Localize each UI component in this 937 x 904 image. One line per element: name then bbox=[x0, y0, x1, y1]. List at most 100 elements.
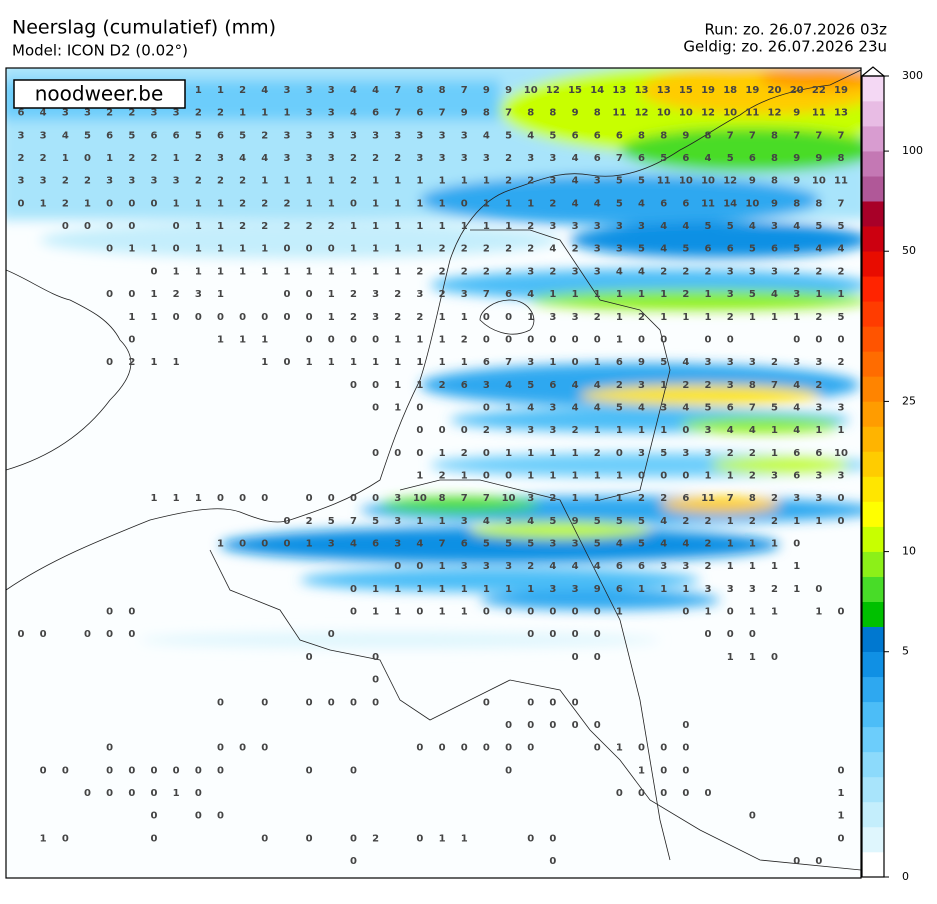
grid-value: 5 bbox=[372, 516, 379, 527]
grid-value: 7 bbox=[461, 493, 468, 504]
grid-value: 3 bbox=[394, 493, 401, 504]
grid-value: 0 bbox=[173, 765, 180, 776]
grid-value: 0 bbox=[150, 765, 157, 776]
grid-value: 0 bbox=[394, 448, 401, 459]
grid-value: 2 bbox=[505, 153, 512, 164]
grid-value: 1 bbox=[350, 221, 357, 232]
grid-value: 2 bbox=[727, 448, 734, 459]
grid-value: 9 bbox=[594, 584, 601, 595]
grid-value: 1 bbox=[195, 221, 202, 232]
grid-value: 0 bbox=[239, 312, 246, 323]
grid-value: 0 bbox=[128, 221, 135, 232]
grid-value: 0 bbox=[594, 743, 601, 754]
grid-value: 2 bbox=[239, 221, 246, 232]
colorbar-band bbox=[862, 576, 884, 602]
grid-value: 6 bbox=[18, 108, 25, 119]
title: Neerslag (cumulatief) (mm) bbox=[12, 17, 276, 39]
grid-value: 0 bbox=[84, 221, 91, 232]
grid-value: 1 bbox=[328, 289, 335, 300]
grid-value: 1 bbox=[106, 153, 113, 164]
grid-value: 0 bbox=[483, 697, 490, 708]
grid-value: 0 bbox=[106, 629, 113, 640]
grid-value: 11 bbox=[812, 108, 826, 119]
colorbar: 0 5 10 25 50 100 300 bbox=[860, 66, 923, 883]
grid-value: 4 bbox=[616, 539, 623, 550]
grid-value: 1 bbox=[150, 493, 157, 504]
grid-value: 3 bbox=[638, 380, 645, 391]
grid-value: 3 bbox=[527, 266, 534, 277]
grid-value: 1 bbox=[372, 176, 379, 187]
grid-value: 11 bbox=[612, 108, 626, 119]
grid-value: 1 bbox=[306, 266, 313, 277]
grid-value: 5 bbox=[682, 244, 689, 255]
grid-value: 1 bbox=[749, 312, 756, 323]
grid-value: 1 bbox=[239, 334, 246, 345]
grid-value: 1 bbox=[261, 176, 268, 187]
grid-value: 1 bbox=[372, 198, 379, 209]
grid-value: 0 bbox=[527, 607, 534, 618]
grid-value: 3 bbox=[660, 402, 667, 413]
grid-value: 1 bbox=[350, 357, 357, 368]
colorbar-tick-label: 25 bbox=[902, 394, 916, 407]
grid-value: 4 bbox=[638, 266, 645, 277]
grid-value: 1 bbox=[372, 357, 379, 368]
grid-value: 0 bbox=[838, 833, 845, 844]
grid-value: 20 bbox=[790, 85, 804, 96]
grid-value: 1 bbox=[727, 561, 734, 572]
grid-value: 0 bbox=[838, 765, 845, 776]
grid-value: 0 bbox=[572, 357, 579, 368]
grid-value: 1 bbox=[771, 425, 778, 436]
grid-value: 19 bbox=[834, 85, 848, 96]
grid-value: 2 bbox=[594, 312, 601, 323]
grid-value: 1 bbox=[306, 357, 313, 368]
grid-value: 0 bbox=[705, 788, 712, 799]
colorbar-band bbox=[862, 476, 884, 502]
grid-value: 6 bbox=[416, 108, 423, 119]
grid-value: 7 bbox=[505, 357, 512, 368]
grid-value: 2 bbox=[62, 198, 69, 209]
grid-value: 14 bbox=[723, 198, 737, 209]
grid-value: 2 bbox=[372, 833, 379, 844]
grid-value: 4 bbox=[350, 539, 357, 550]
grid-value: 3 bbox=[150, 176, 157, 187]
grid-value: 0 bbox=[638, 334, 645, 345]
grid-value: 3 bbox=[594, 266, 601, 277]
grid-value: 6 bbox=[372, 539, 379, 550]
grid-value: 1 bbox=[572, 289, 579, 300]
grid-value: 2 bbox=[682, 266, 689, 277]
grid-value: 6 bbox=[793, 471, 800, 482]
grid-value: 2 bbox=[616, 380, 623, 391]
grid-value: 6 bbox=[815, 448, 822, 459]
grid-value: 10 bbox=[812, 176, 826, 187]
grid-value: 3 bbox=[616, 244, 623, 255]
grid-value: 3 bbox=[638, 448, 645, 459]
grid-value: 2 bbox=[261, 221, 268, 232]
grid-value: 4 bbox=[594, 198, 601, 209]
grid-value: 1 bbox=[350, 266, 357, 277]
grid-value: 6 bbox=[682, 153, 689, 164]
grid-value: 5 bbox=[527, 380, 534, 391]
grid-value: 2 bbox=[239, 176, 246, 187]
grid-value: 2 bbox=[461, 266, 468, 277]
grid-value: 2 bbox=[306, 221, 313, 232]
grid-value: 0 bbox=[461, 198, 468, 209]
grid-value: 0 bbox=[749, 629, 756, 640]
grid-value: 1 bbox=[638, 289, 645, 300]
grid-value: 0 bbox=[239, 743, 246, 754]
grid-value: 3 bbox=[461, 130, 468, 141]
grid-value: 2 bbox=[217, 176, 224, 187]
grid-value: 1 bbox=[217, 85, 224, 96]
grid-value: 1 bbox=[416, 584, 423, 595]
grid-value: 4 bbox=[572, 561, 579, 572]
grid-value: 1 bbox=[239, 244, 246, 255]
grid-value: 1 bbox=[372, 221, 379, 232]
grid-value: 1 bbox=[727, 539, 734, 550]
grid-value: 1 bbox=[328, 266, 335, 277]
grid-value: 10 bbox=[657, 108, 671, 119]
grid-value: 1 bbox=[439, 312, 446, 323]
grid-value: 3 bbox=[283, 130, 290, 141]
grid-value: 6 bbox=[372, 108, 379, 119]
grid-value: 1 bbox=[815, 607, 822, 618]
grid-value: 0 bbox=[549, 607, 556, 618]
grid-value: 7 bbox=[483, 493, 490, 504]
